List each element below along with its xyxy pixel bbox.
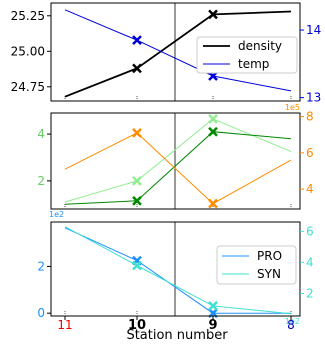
right-tick-label: 13 [306,91,321,105]
legend-bottom: PRO SYN [216,245,297,285]
panel-bottom: 0 2 2 4 6 1e2 PRO SYN [37,221,314,326]
right-tick-label: 2 [306,286,314,300]
series-marker [132,176,142,186]
right-offset-label: 1e2 [285,317,300,326]
left-offset-label: 1e2 [49,210,64,219]
series-marker [208,301,218,311]
panel-frame [50,2,301,102]
series-marker [208,198,218,209]
series-marker [208,9,218,20]
left-tick-label: 24.75 [11,80,45,94]
x-axis: 11 10 9 8 [57,316,295,333]
left-tick-label: 2 [37,174,45,188]
series-marker [132,128,142,138]
right-tick-label: 6 [306,146,314,160]
series-marker [208,113,218,124]
series-line [64,131,292,205]
series-marker [132,35,142,46]
legend-top: density temp [196,36,298,74]
series-line [64,226,292,315]
left-tick-label: 2 [37,259,45,273]
right-offset-label: 1e5 [285,103,300,112]
series-line [64,118,292,203]
series-line [64,132,292,205]
panel-frame [50,221,301,317]
x-tick-label-8: 8 [287,318,295,332]
left-tick-label: 4 [37,127,45,141]
x-axis-label: Station number [126,328,228,343]
series-marker [132,63,142,74]
x-tick-label-9: 9 [208,318,217,333]
right-tick-label: 8 [306,110,314,124]
right-tick-label: 14 [306,23,321,37]
legend-label-temp: temp [238,57,269,71]
x-tick-label-11: 11 [57,318,72,332]
series-marker [132,195,142,206]
legend-label-density: density [238,39,282,53]
series-line [64,9,292,92]
series-line [64,227,291,314]
panel-frame [50,112,301,210]
right-tick-label: 4 [306,182,314,196]
series-marker [132,260,142,271]
series-marker [208,126,218,137]
left-tick-label: 25.25 [11,9,45,23]
series-line [64,10,292,98]
legend-label-syn: SYN [257,267,281,281]
panel-top: 24.75 25.00 25.25 13 14 density temp [11,2,321,105]
right-tick-label: 6 [306,224,314,238]
left-tick-label: 25.00 [11,44,45,58]
right-tick-label: 4 [306,255,314,269]
panel-middle: 2 4 4 6 8 1e2 1e5 [37,103,313,219]
left-tick-label: 0 [37,306,45,320]
legend-label-pro: PRO [257,249,282,263]
x-tick-label-10: 10 [128,318,146,333]
